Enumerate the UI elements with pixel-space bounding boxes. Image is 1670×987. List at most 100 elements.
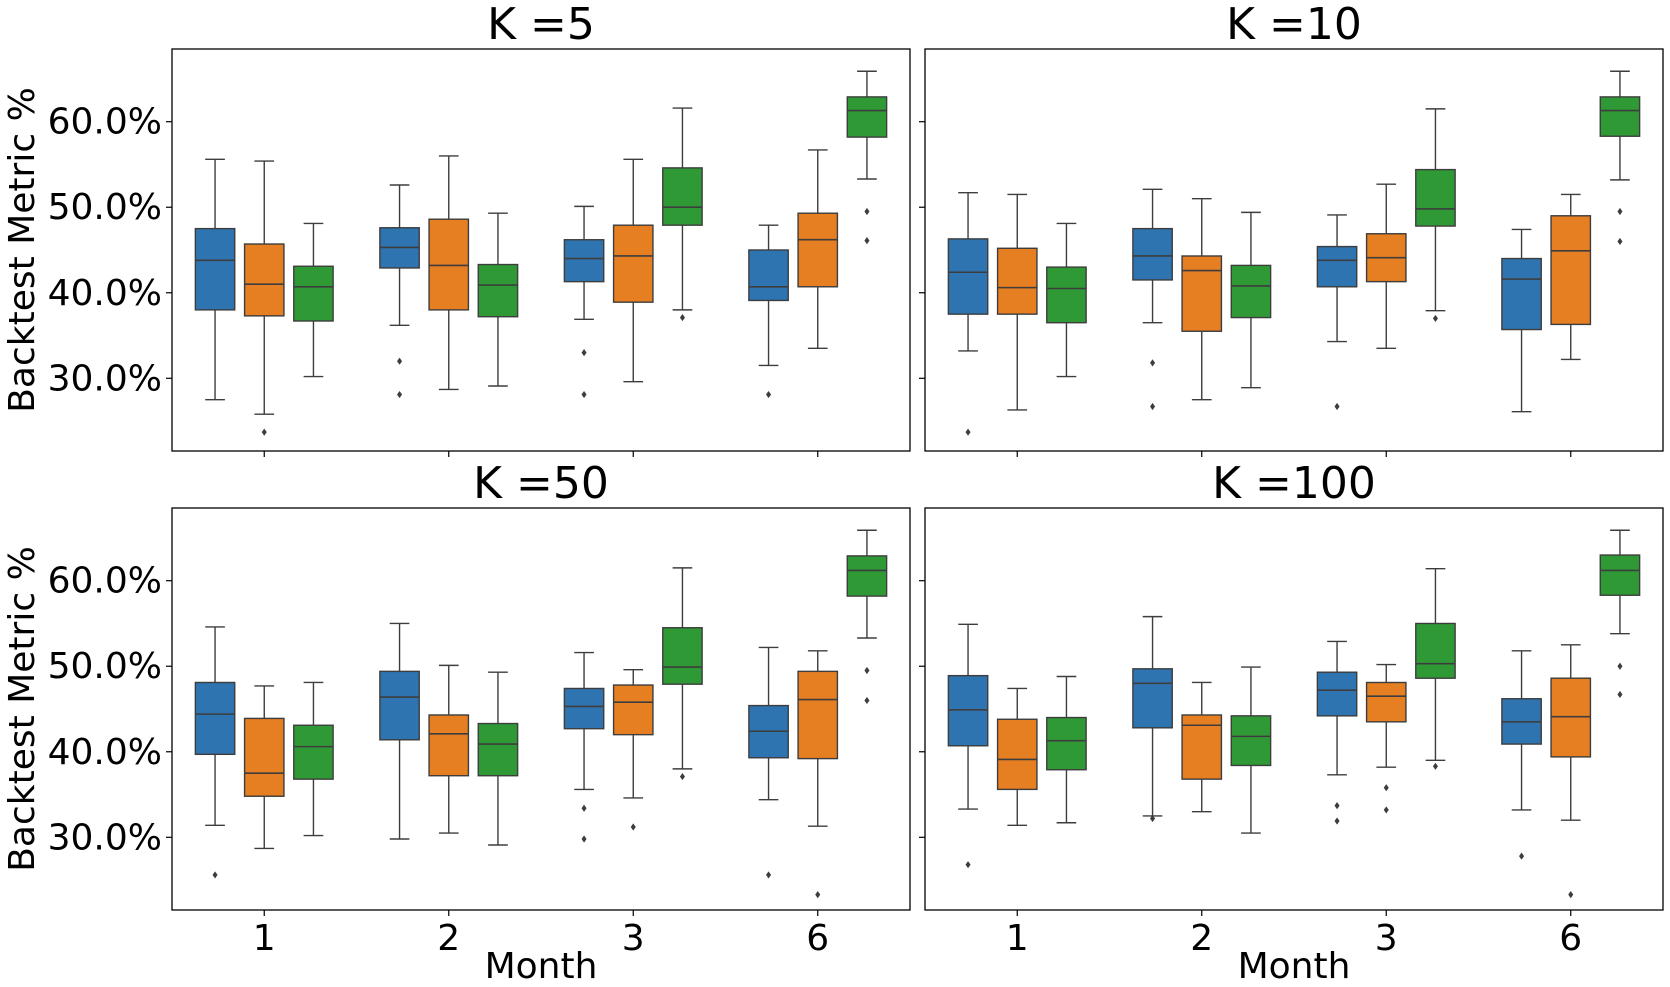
box-body [1132, 668, 1173, 729]
flier-point [1150, 402, 1156, 411]
panel-title: K =50 [473, 458, 609, 509]
box-cat2-s2 [428, 155, 470, 391]
box-body [477, 722, 519, 777]
box-cat3-s3 [1415, 108, 1456, 323]
x-tick-label: 1 [253, 918, 276, 959]
box-cat3-s2 [1365, 183, 1407, 350]
box-body [662, 167, 703, 226]
x-tick-label: 2 [437, 918, 460, 959]
flier-point [1334, 802, 1340, 810]
box-body [797, 212, 839, 288]
flier-point [1617, 662, 1623, 670]
box-cat2-s3 [477, 671, 519, 846]
box-cat1-s3 [1046, 222, 1087, 378]
box-cat6-s2 [797, 650, 839, 899]
y-tick-label: 60.0% [48, 102, 162, 143]
flier-point [1432, 762, 1438, 770]
box-body [293, 724, 334, 780]
y-tick-label: 50.0% [48, 187, 162, 228]
box-cat2-s3 [477, 212, 519, 387]
axes-frame [171, 48, 911, 452]
box-body [1181, 255, 1223, 332]
box-cat6-s2 [1550, 193, 1592, 361]
flier-point [581, 804, 587, 812]
flier-point [1334, 817, 1340, 825]
box-body [194, 681, 236, 756]
flier-point [1334, 402, 1340, 411]
box-body [1599, 554, 1641, 596]
box-body [477, 263, 519, 318]
flier-point [864, 236, 870, 245]
box-cat3-s3 [662, 567, 703, 781]
panel-2: K =10 [919, 0, 1664, 457]
box-body [1415, 168, 1456, 227]
flier-point [581, 835, 587, 843]
flier-point [766, 871, 772, 879]
box-cat1-s2 [243, 160, 285, 436]
box-cat2-s1 [379, 184, 420, 399]
box-cat2-s3 [1230, 666, 1272, 834]
box-body [748, 249, 789, 302]
flier-point [212, 871, 218, 879]
axes-frame [924, 507, 1664, 911]
flier-point [864, 666, 870, 675]
box-cat2-s1 [379, 622, 420, 840]
flier-point [1383, 784, 1389, 792]
box-body [947, 238, 989, 315]
flier-point [581, 349, 587, 357]
y-tick-label: 60.0% [48, 561, 162, 602]
box-cat6-s2 [797, 149, 839, 350]
box-cat6-s1 [1501, 228, 1542, 413]
flier-point [864, 696, 870, 705]
box-cat2-s2 [1181, 197, 1223, 401]
panel-title: K =5 [487, 0, 595, 50]
flier-point [1617, 690, 1623, 699]
x-tick-label: 2 [1190, 918, 1213, 959]
flier-point [1519, 852, 1525, 860]
flier-point [766, 390, 772, 399]
box-cat1-s2 [996, 687, 1038, 827]
box-cat3-s1 [563, 205, 605, 399]
box-body [662, 627, 703, 685]
box-cat6-s3 [1599, 529, 1641, 699]
box-cat6-s1 [748, 224, 789, 399]
box-body [846, 96, 888, 138]
panel-3: K =50 30.0% 40.0% 50.0% 60.0% 1 2 3 6 [48, 458, 911, 959]
axes-frame [924, 48, 1664, 452]
flier-point [1150, 814, 1156, 823]
x-axis-label-right: Month [1238, 946, 1351, 983]
box-body [846, 555, 888, 597]
box-body [612, 224, 654, 303]
box-cat2-s1 [1132, 615, 1173, 823]
box-body [1230, 264, 1272, 319]
y-axis-label-bottom: Backtest Metric % [2, 546, 43, 872]
box-body [428, 218, 470, 311]
box-body [1316, 245, 1358, 288]
x-tick-label: 3 [1375, 918, 1398, 959]
x-tick-label: 6 [806, 918, 829, 959]
box-cat1-s2 [996, 193, 1038, 411]
box-cat2-s2 [428, 664, 470, 834]
box-cat3-s3 [1415, 568, 1456, 770]
box-cat6-s3 [846, 70, 888, 245]
panel-4: K =100 1 2 3 6 [919, 458, 1664, 959]
box-body [1046, 266, 1087, 324]
box-cat3-s1 [1316, 214, 1358, 411]
box-cat1-s1 [947, 623, 989, 869]
y-tick-label: 30.0% [48, 358, 162, 399]
y-axis-label-top: Backtest Metric % [2, 87, 43, 413]
x-axis-label-left: Month [485, 946, 598, 983]
box-cat1-s3 [293, 681, 334, 837]
x-tick-label: 6 [1559, 918, 1582, 959]
box-cat6-s3 [846, 529, 888, 705]
flier-point [1568, 891, 1574, 899]
flier-point [679, 772, 685, 781]
box-cat2-s2 [1181, 681, 1223, 813]
flier-point [864, 207, 870, 216]
panel-title: K =100 [1212, 458, 1376, 509]
box-cat6-s3 [1599, 70, 1641, 246]
box-body [947, 674, 989, 747]
box-cat1-s3 [293, 222, 334, 378]
box-body [563, 239, 605, 283]
